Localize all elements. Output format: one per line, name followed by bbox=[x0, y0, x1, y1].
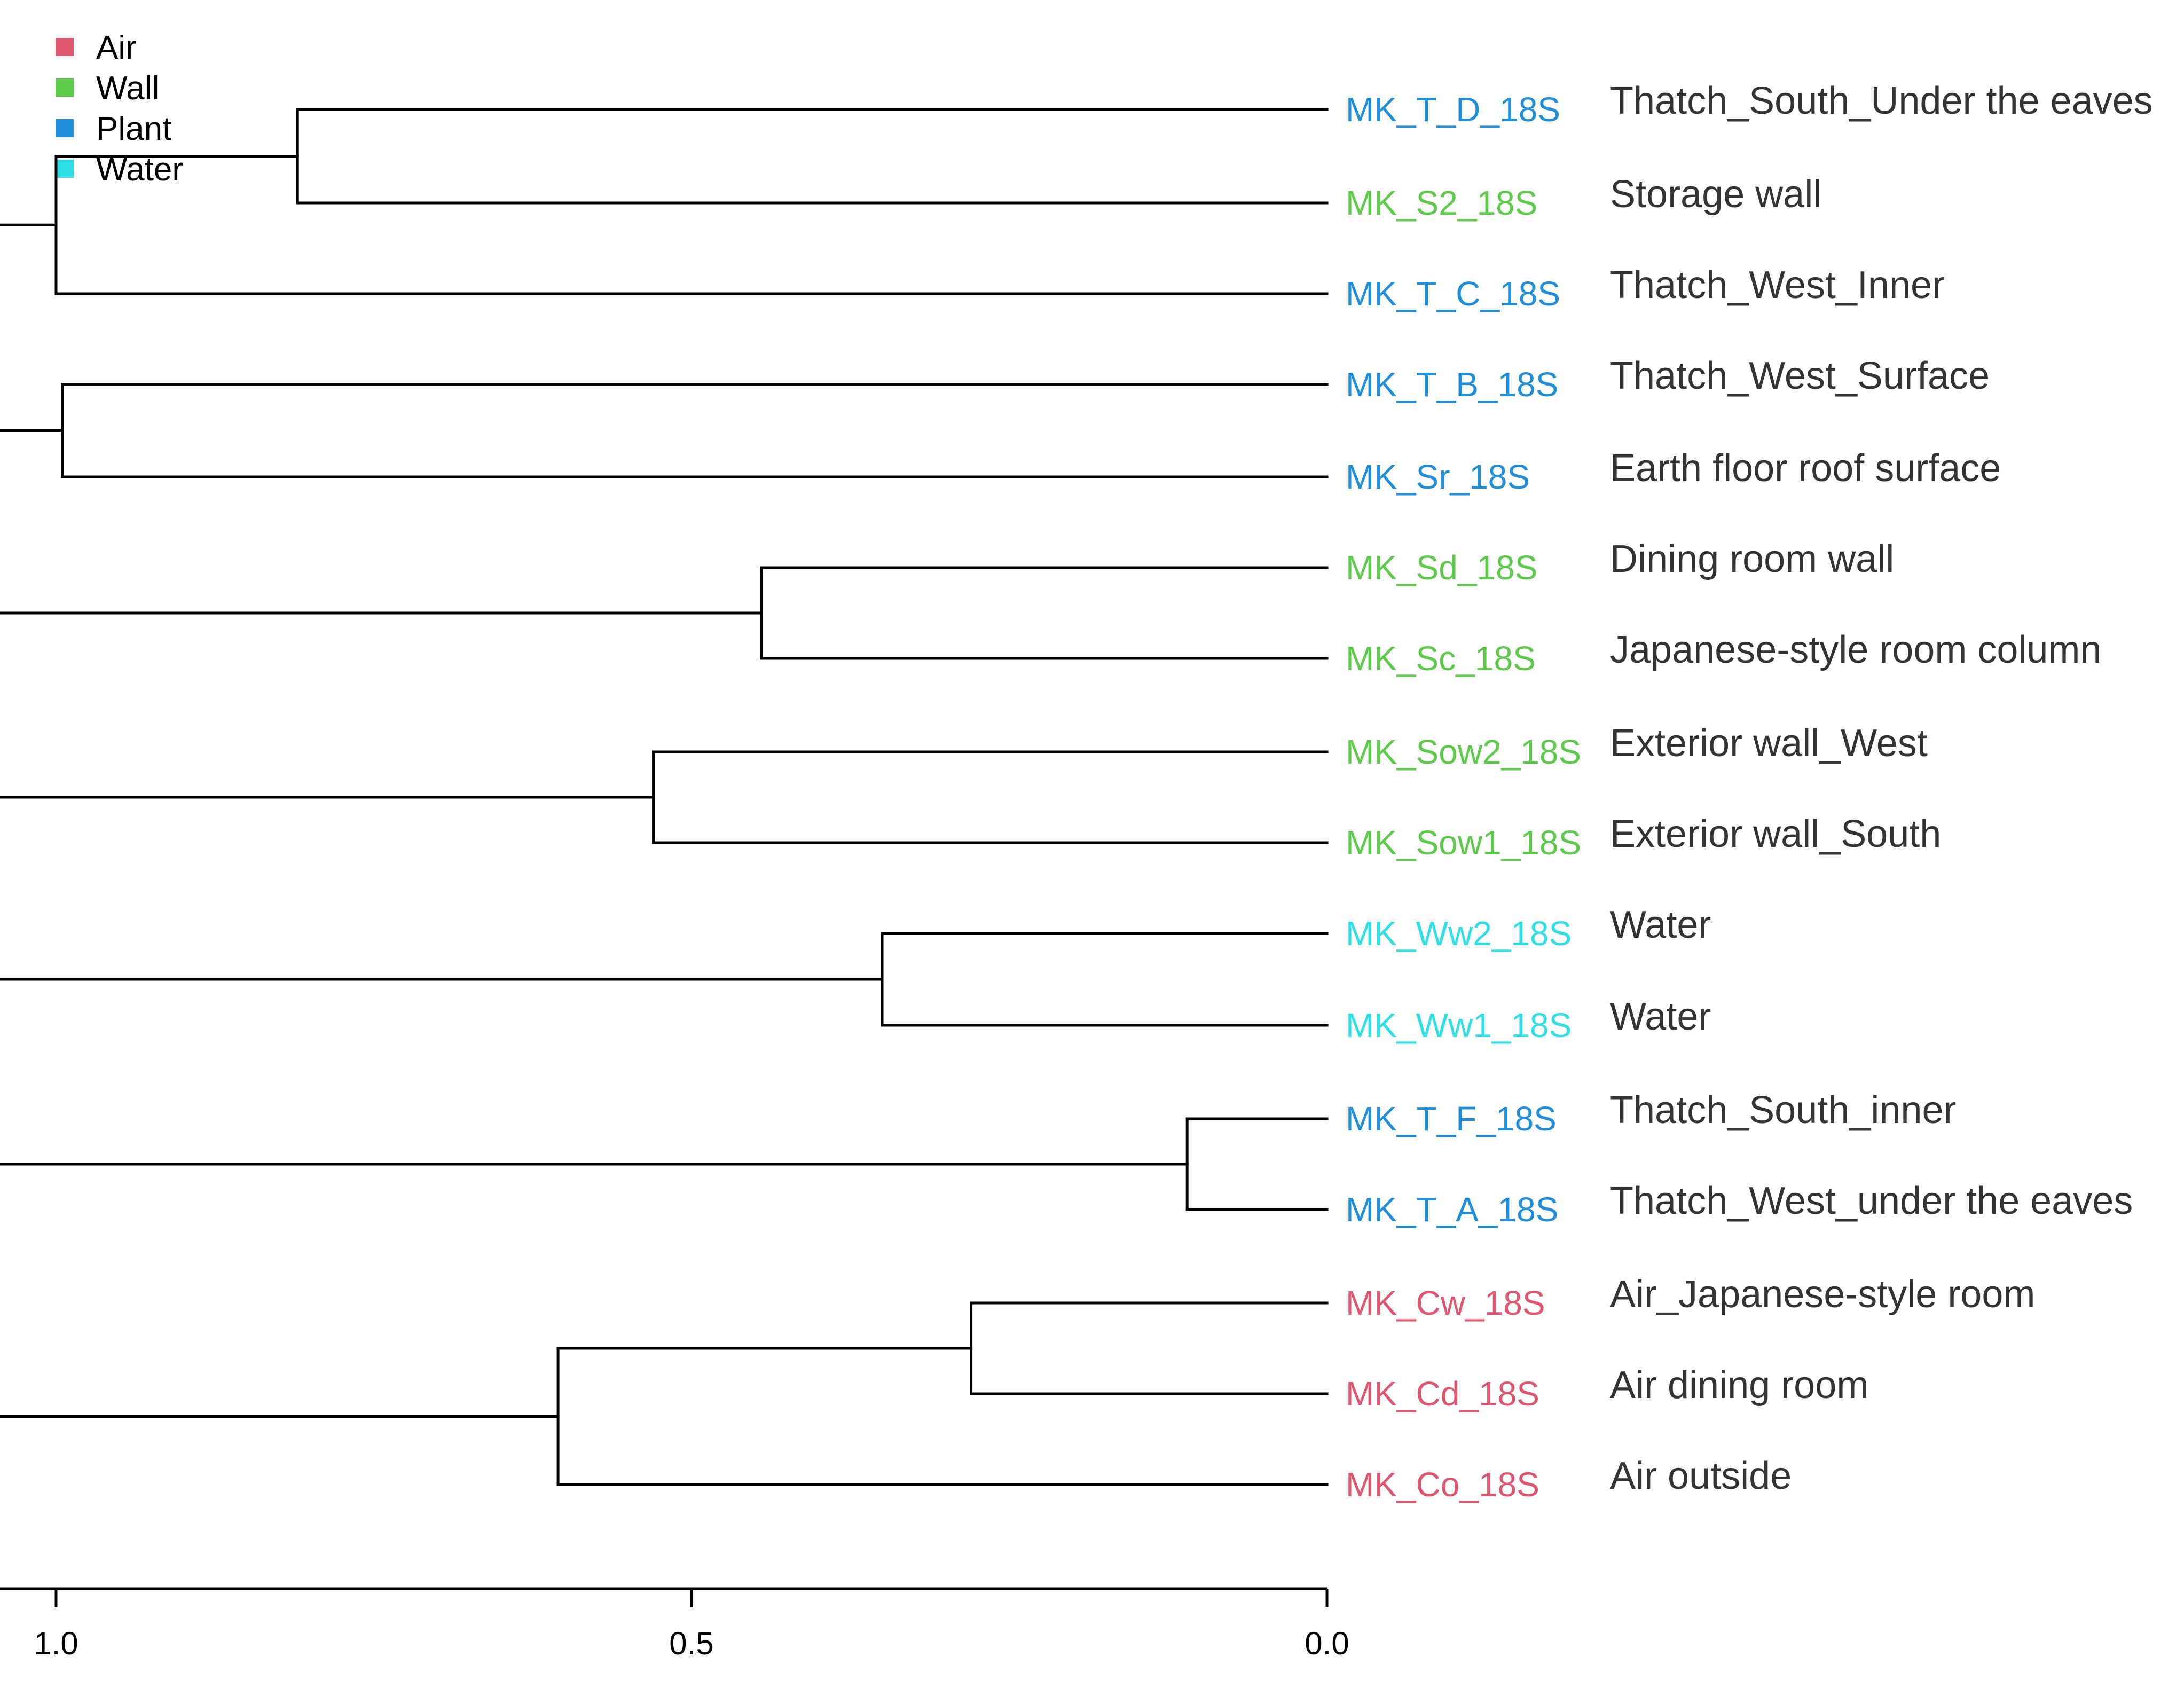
leaf-label-mk-sow2-18s: MK_Sow2_18S bbox=[1346, 733, 1581, 771]
leaf-label-mk-cd-18s: MK_Cd_18S bbox=[1346, 1375, 1539, 1413]
legend-swatch-wall bbox=[56, 78, 74, 97]
legend-swatch-water bbox=[56, 160, 74, 178]
axis-tick-label-1-0: 1.0 bbox=[34, 1626, 78, 1661]
leaf-label-mk-t-f-18s: MK_T_F_18S bbox=[1346, 1100, 1557, 1138]
legend-swatch-air bbox=[56, 38, 74, 56]
sample-description-mk-s2-18s: Storage wall bbox=[1610, 173, 1821, 216]
sample-description-mk-t-c-18s: Thatch_West_Inner bbox=[1610, 264, 1945, 307]
leaf-label-mk-t-d-18s: MK_T_D_18S bbox=[1346, 90, 1560, 129]
leaf-label-mk-sow1-18s: MK_Sow1_18S bbox=[1346, 823, 1581, 862]
leaf-label-mk-cw-18s: MK_Cw_18S bbox=[1346, 1284, 1545, 1322]
leaf-label-mk-ww2-18s: MK_Ww2_18S bbox=[1346, 914, 1572, 953]
axis-tick-label-0-5: 0.5 bbox=[669, 1626, 713, 1661]
leaf-label-mk-t-a-18s: MK_T_A_18S bbox=[1346, 1190, 1558, 1229]
sample-description-mk-co-18s: Air outside bbox=[1610, 1455, 1792, 1497]
legend-label-wall: Wall bbox=[96, 70, 159, 107]
sample-description-mk-t-a-18s: Thatch_West_under the eaves bbox=[1610, 1180, 2133, 1222]
sample-description-mk-sc-18s: Japanese-style room column bbox=[1610, 629, 2101, 671]
sample-description-mk-cd-18s: Air dining room bbox=[1610, 1364, 1868, 1407]
leaf-labels: MK_T_D_18S MK_S2_18S MK_T_C_18S MK_T_B_18S M… bbox=[1346, 90, 1581, 1504]
height-axis: 2.01.51.00.50.0 bbox=[0, 1587, 1349, 1661]
dendrogram-branches bbox=[0, 108, 1329, 1486]
sample-descriptions: Thatch_South_Under the eaves Storage wall… bbox=[1610, 80, 2153, 1497]
sample-description-mk-sow2-18s: Exterior wall_West bbox=[1610, 722, 1928, 765]
leaf-label-mk-co-18s: MK_Co_18S bbox=[1346, 1465, 1539, 1504]
sample-description-mk-sd-18s: Dining room wall bbox=[1610, 538, 1894, 580]
sample-description-mk-sr-18s: Earth floor roof surface bbox=[1610, 447, 2001, 490]
axis-tick-label-0-0: 0.0 bbox=[1305, 1626, 1349, 1661]
leaf-label-mk-sd-18s: MK_Sd_18S bbox=[1346, 548, 1537, 587]
leaf-label-mk-sr-18s: MK_Sr_18S bbox=[1346, 458, 1530, 496]
sample-description-mk-t-d-18s: Thatch_South_Under the eaves bbox=[1610, 80, 2153, 122]
sample-description-mk-sow1-18s: Exterior wall_South bbox=[1610, 813, 1941, 855]
sample-description-mk-t-b-18s: Thatch_West_Surface bbox=[1610, 355, 1990, 397]
leaf-label-mk-ww1-18s: MK_Ww1_18S bbox=[1346, 1006, 1572, 1045]
legend-label-plant: Plant bbox=[96, 111, 171, 147]
leaf-label-mk-t-c-18s: MK_T_C_18S bbox=[1346, 274, 1560, 313]
sample-description-mk-ww1-18s: Water bbox=[1610, 995, 1711, 1038]
leaf-label-mk-sc-18s: MK_Sc_18S bbox=[1346, 639, 1536, 678]
sample-description-mk-ww2-18s: Water bbox=[1610, 904, 1711, 946]
legend-label-air: Air bbox=[96, 29, 137, 66]
leaf-label-mk-s2-18s: MK_S2_18S bbox=[1346, 184, 1537, 222]
legend-swatch-plant bbox=[56, 119, 74, 137]
sample-description-mk-cw-18s: Air_Japanese-style room bbox=[1610, 1273, 2035, 1316]
sample-description-mk-t-f-18s: Thatch_South_inner bbox=[1610, 1089, 1956, 1132]
leaf-label-mk-t-b-18s: MK_T_B_18S bbox=[1346, 365, 1558, 404]
